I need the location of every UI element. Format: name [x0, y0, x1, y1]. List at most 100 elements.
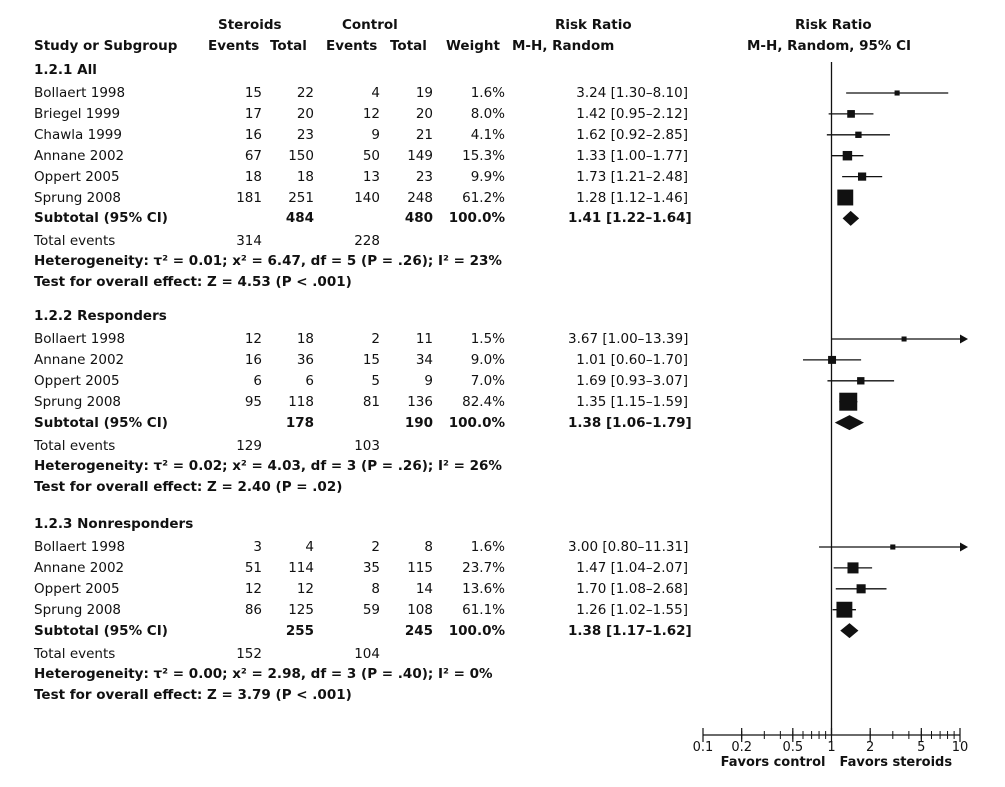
study-point	[828, 355, 837, 364]
total-events-control: 103	[354, 437, 380, 454]
study-point	[856, 584, 866, 594]
study-name: Sprung 2008	[34, 601, 122, 618]
subtotal-label: Subtotal (95% CI)	[34, 210, 168, 227]
events-steroids: 86	[244, 601, 262, 618]
study-weight: 13.6%	[462, 580, 505, 597]
study-name: Sprung 2008	[34, 393, 122, 410]
method-left-header: M-H, Random	[512, 38, 615, 54]
total-steroids: 18	[296, 168, 314, 185]
study-risk-ratio: 1.28 [1.12–1.46]	[576, 189, 688, 206]
total-steroids: 125	[288, 601, 314, 618]
subtotal-risk-ratio: 1.38 [1.06–1.79]	[568, 414, 692, 431]
subgroup-title: 1.2.3 Nonresponders	[34, 516, 194, 532]
study-name: Oppert 2005	[34, 580, 120, 597]
study-point	[855, 131, 862, 138]
total-events-steroids: 152	[236, 645, 262, 662]
subtotal-total-control: 480	[404, 210, 433, 227]
events-control: 140	[354, 189, 380, 206]
subtotal-weight: 100.0%	[448, 210, 505, 227]
study-risk-ratio: 3.67 [1.00–13.39]	[568, 331, 689, 347]
study-weight: 61.1%	[462, 601, 505, 618]
total-control-header: Total	[390, 38, 427, 54]
study-name: Bollaert 1998	[34, 85, 126, 101]
study-weight: 23.7%	[462, 559, 505, 576]
events-control: 9	[371, 126, 380, 143]
overall-effect-test: Test for overall effect: Z = 4.53 (P < .…	[34, 274, 352, 291]
total-steroids: 6	[305, 372, 314, 389]
subtotal-weight: 100.0%	[448, 622, 505, 639]
total-control: 14	[415, 580, 433, 597]
events-control: 8	[371, 580, 380, 597]
study-name: Briegel 1999	[34, 105, 121, 122]
study-risk-ratio: 1.01 [0.60–1.70]	[576, 351, 688, 368]
total-control: 34	[415, 351, 433, 368]
pooled-diamond	[842, 210, 860, 226]
study-name: Oppert 2005	[34, 168, 120, 185]
total-control: 108	[407, 601, 433, 618]
subtotal-risk-ratio: 1.41 [1.22–1.64]	[568, 210, 692, 227]
study-point	[857, 172, 867, 181]
events-steroids: 181	[236, 189, 262, 206]
x-tick-label: 5	[917, 740, 925, 755]
total-control: 19	[415, 85, 433, 101]
subtotal-total-steroids: 484	[285, 210, 314, 227]
total-steroids: 18	[296, 331, 314, 347]
study-name: Sprung 2008	[34, 189, 122, 206]
subtotal-label: Subtotal (95% CI)	[34, 622, 168, 639]
total-control: 9	[424, 372, 433, 389]
total-steroids: 118	[288, 393, 314, 410]
study-point	[890, 544, 896, 550]
total-steroids: 150	[288, 147, 314, 164]
study-risk-ratio: 1.33 [1.00–1.77]	[576, 147, 688, 164]
study-name: Bollaert 1998	[34, 539, 126, 555]
total-control: 115	[407, 559, 433, 576]
total-steroids: 251	[288, 189, 314, 206]
total-steroids: 4	[305, 539, 314, 555]
events-steroids: 18	[244, 168, 262, 185]
total-steroids: 22	[296, 85, 314, 101]
study-weight: 7.0%	[470, 372, 505, 389]
x-tick-label: 0.2	[731, 740, 752, 755]
risk-ratio-left-header: Risk Ratio	[555, 17, 632, 33]
events-control: 12	[362, 105, 380, 122]
study-risk-ratio: 1.69 [0.93–3.07]	[576, 372, 688, 389]
events-control: 50	[362, 147, 380, 164]
events-steroids: 17	[244, 105, 262, 122]
study-risk-ratio: 1.62 [0.92–2.85]	[576, 126, 688, 143]
x-tick-label: 0.1	[693, 740, 714, 755]
ci-arrow	[960, 334, 968, 344]
events-control: 2	[371, 539, 380, 555]
overall-effect-test: Test for overall effect: Z = 3.79 (P < .…	[34, 686, 352, 703]
total-events-steroids: 314	[236, 233, 262, 250]
events-steroids-header: Events	[208, 38, 260, 54]
study-point	[857, 377, 865, 385]
study-point	[842, 150, 853, 161]
total-events-label: Total events	[34, 437, 116, 454]
events-control: 5	[371, 372, 380, 389]
events-steroids: 12	[244, 580, 262, 597]
study-weight: 8.0%	[470, 105, 505, 122]
study-risk-ratio: 3.24 [1.30–8.10]	[576, 85, 688, 101]
events-control-header: Events	[326, 38, 378, 54]
subtotal-risk-ratio: 1.38 [1.17–1.62]	[568, 622, 692, 639]
total-control: 21	[415, 126, 433, 143]
events-steroids: 95	[244, 393, 262, 410]
study-point	[836, 601, 853, 618]
subgroup-title: 1.2.1 All	[34, 62, 97, 78]
ci-arrow	[960, 542, 968, 552]
pooled-diamond	[840, 623, 859, 639]
subtotal-label: Subtotal (95% CI)	[34, 414, 168, 431]
pooled-diamond	[834, 415, 864, 431]
total-control: 149	[407, 147, 433, 164]
total-control: 8	[424, 539, 433, 555]
events-control: 81	[362, 393, 380, 410]
x-tick-label: 10	[952, 740, 969, 755]
steroids-header: Steroids	[218, 17, 282, 33]
total-steroids-header: Total	[270, 38, 307, 54]
total-steroids: 114	[288, 559, 314, 576]
heterogeneity-stat: Heterogeneity: τ² = 0.02; x² = 4.03, df …	[34, 457, 502, 474]
x-tick-label: 2	[866, 740, 874, 755]
method-right-header: M-H, Random, 95% CI	[747, 38, 912, 54]
total-control: 20	[415, 105, 433, 122]
total-events-control: 104	[354, 645, 380, 662]
